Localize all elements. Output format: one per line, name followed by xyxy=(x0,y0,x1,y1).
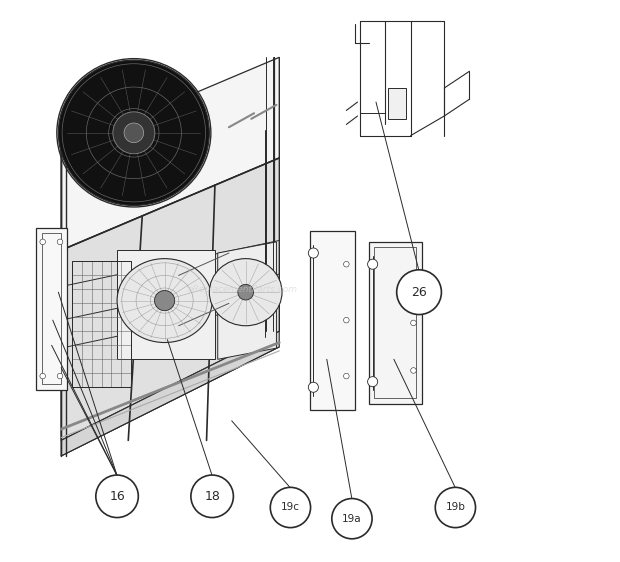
Polygon shape xyxy=(369,242,422,404)
Circle shape xyxy=(40,373,45,379)
Text: eReplacementParts.com: eReplacementParts.com xyxy=(188,285,298,294)
Circle shape xyxy=(308,382,319,392)
Circle shape xyxy=(270,487,311,528)
Circle shape xyxy=(368,377,378,387)
Polygon shape xyxy=(61,158,279,441)
Polygon shape xyxy=(218,242,277,359)
Circle shape xyxy=(435,487,476,528)
Ellipse shape xyxy=(117,259,212,342)
Circle shape xyxy=(343,261,349,267)
Text: 19b: 19b xyxy=(445,502,466,513)
Ellipse shape xyxy=(210,259,282,326)
Text: 18: 18 xyxy=(204,490,220,503)
Circle shape xyxy=(113,112,155,154)
Circle shape xyxy=(57,373,63,379)
Circle shape xyxy=(410,368,416,373)
Circle shape xyxy=(343,318,349,323)
Text: 19a: 19a xyxy=(342,514,361,524)
Circle shape xyxy=(410,320,416,326)
Polygon shape xyxy=(310,230,355,410)
Text: 19c: 19c xyxy=(281,502,300,513)
Polygon shape xyxy=(61,332,279,456)
Circle shape xyxy=(154,291,175,311)
Circle shape xyxy=(124,123,144,143)
Circle shape xyxy=(57,239,63,244)
Polygon shape xyxy=(36,228,67,390)
Circle shape xyxy=(410,273,416,278)
Text: 16: 16 xyxy=(109,490,125,503)
Circle shape xyxy=(40,239,45,244)
Circle shape xyxy=(332,498,372,539)
Polygon shape xyxy=(61,57,279,250)
Ellipse shape xyxy=(58,60,210,206)
Circle shape xyxy=(308,248,319,258)
Polygon shape xyxy=(117,250,215,359)
Circle shape xyxy=(191,475,233,518)
Text: 26: 26 xyxy=(411,285,427,298)
Circle shape xyxy=(343,373,349,379)
Circle shape xyxy=(368,259,378,269)
Polygon shape xyxy=(388,88,406,119)
Circle shape xyxy=(238,284,254,300)
Circle shape xyxy=(96,475,138,518)
Circle shape xyxy=(397,270,441,315)
